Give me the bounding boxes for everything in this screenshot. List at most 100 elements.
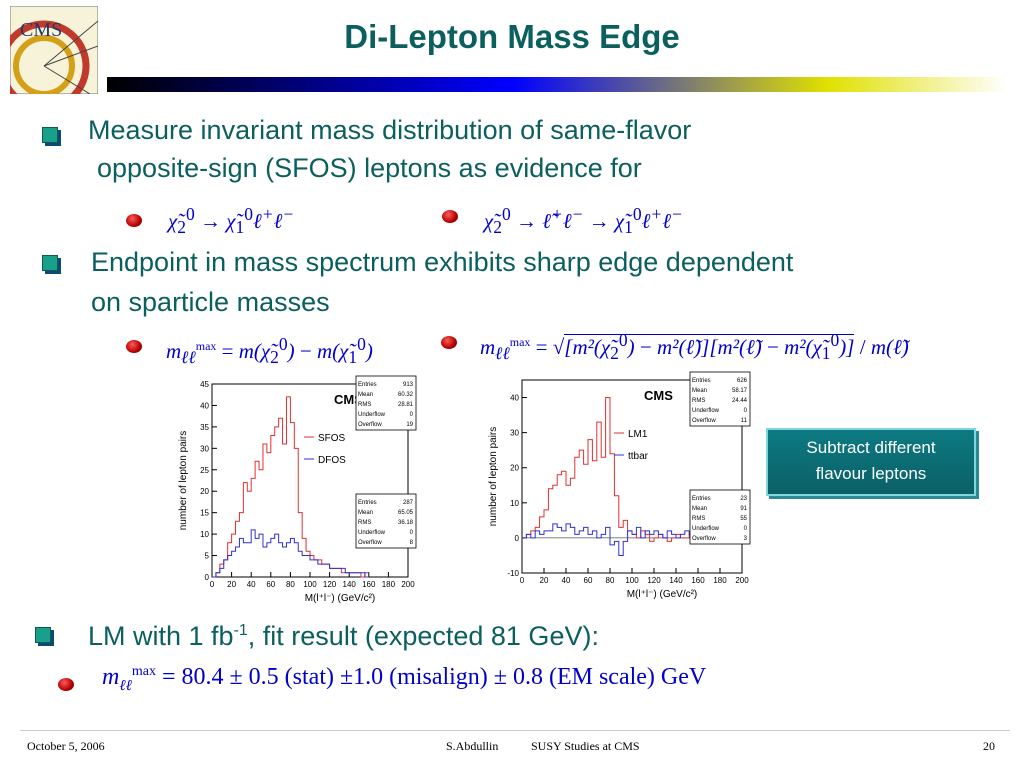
x-tick-label: 20 — [227, 580, 236, 589]
stats-box — [355, 493, 417, 549]
y-tick-label: 10 — [200, 530, 209, 539]
stats-key: Entries — [358, 382, 377, 388]
stats-value: 28.81 — [398, 402, 414, 408]
sub-bullet-icon — [126, 214, 142, 227]
stats-key: Mean — [358, 392, 373, 398]
equation-decay-slepton: χ̃20 → ℓ̃+ℓ− → χ̃10ℓ+ℓ− — [484, 204, 683, 238]
y-tick-label: -10 — [507, 569, 519, 578]
y-tick-label: 0 — [205, 573, 210, 582]
x-tick-label: 40 — [247, 580, 256, 589]
stats-value: 36.18 — [398, 520, 414, 526]
bullet-square-icon — [42, 127, 58, 143]
bullet-3-sup: -1 — [233, 622, 248, 639]
stats-value: 19 — [406, 422, 413, 428]
x-axis-label: M(l⁺l⁻) (GeV/c²) — [627, 589, 698, 600]
y-tick-label: 10 — [510, 499, 519, 508]
cms-label: CMS — [644, 388, 673, 403]
series-ttbar-line — [522, 523, 698, 556]
stats-value: 3 — [744, 536, 748, 542]
footer-author: S.Abdullin — [446, 739, 499, 753]
y-tick-label: 35 — [200, 423, 209, 432]
x-tick-label: 160 — [691, 576, 705, 585]
stats-value: 24.44 — [732, 398, 748, 404]
stats-value: 23 — [740, 496, 747, 502]
y-tick-label: 30 — [200, 444, 209, 453]
stats-key: Mean — [358, 510, 373, 516]
callout-line-2: flavour leptons — [815, 464, 927, 483]
stats-key: Overflow — [692, 418, 716, 424]
stats-value: 91 — [740, 506, 747, 512]
stats-value: 0 — [410, 530, 414, 536]
x-tick-label: 180 — [713, 576, 727, 585]
stats-box — [355, 375, 417, 431]
stats-value: 55 — [740, 516, 747, 522]
stats-key: Underflow — [692, 408, 720, 414]
sub-bullet-icon — [442, 210, 458, 223]
sub-bullet-icon — [126, 340, 142, 353]
y-tick-label: 5 — [205, 552, 210, 561]
y-tick-label: 40 — [200, 401, 209, 410]
x-tick-label: 120 — [323, 580, 337, 589]
result-value: = 80.4 ± 0.5 (stat) ±1.0 (misalign) ± 0.… — [161, 664, 707, 690]
x-tick-label: 0 — [520, 576, 525, 585]
x-axis-label: M(l⁺l⁻) (GeV/c²) — [305, 593, 376, 604]
x-tick-label: 60 — [266, 580, 275, 589]
x-tick-label: 20 — [540, 576, 549, 585]
legend-ttbar: ttbar — [628, 451, 649, 462]
stats-box — [689, 371, 751, 427]
stats-key: RMS — [692, 398, 705, 404]
equation-mass-difference: mℓℓmax = m(χ̃20) − m(χ̃10) — [166, 334, 373, 368]
slide-title: Di-Lepton Mass Edge — [344, 18, 680, 55]
series-dfos-line — [212, 529, 369, 578]
y-tick-label: 20 — [510, 464, 519, 473]
stats-key: Entries — [358, 500, 377, 506]
stats-key: Mean — [692, 506, 707, 512]
x-tick-label: 80 — [286, 580, 295, 589]
x-tick-label: 140 — [669, 576, 683, 585]
sub-bullet-icon — [441, 336, 457, 349]
stats-value: 0 — [410, 412, 414, 418]
x-tick-label: 200 — [735, 576, 749, 585]
stats-value: 65.05 — [398, 510, 414, 516]
stats-key: RMS — [692, 516, 705, 522]
callout-line-1: Subtract different — [806, 438, 936, 457]
subtract-callout: Subtract different flavour leptons — [766, 428, 976, 496]
bullet-3: LM with 1 fb-1, fit result (expected 81 … — [88, 613, 599, 654]
x-tick-label: 120 — [647, 576, 661, 585]
x-tick-label: 40 — [562, 576, 571, 585]
result-equation: mℓℓmax = 80.4 ± 0.5 (stat) ±1.0 (misalig… — [102, 664, 707, 694]
stats-value: 626 — [737, 378, 748, 384]
y-tick-label: 45 — [200, 380, 209, 389]
x-tick-label: 100 — [303, 580, 317, 589]
bullet-1-line-2: opposite-sign (SFOS) leptons as evidence… — [97, 153, 642, 183]
stats-value: 0 — [744, 408, 748, 414]
svg-text:CMS: CMS — [20, 19, 62, 41]
x-tick-label: 160 — [362, 580, 376, 589]
x-tick-label: 60 — [584, 576, 593, 585]
bullet-1-line-1: Measure invariant mass distribution of s… — [88, 115, 692, 145]
stats-key: RMS — [358, 402, 371, 408]
footer-topic: SUSY Studies at CMS — [531, 739, 640, 753]
y-axis-label: number of lepton pairs — [488, 427, 499, 527]
footer-divider — [20, 730, 1010, 731]
stats-value: 11 — [741, 418, 748, 424]
y-tick-label: 25 — [200, 466, 209, 475]
legend-lm1: LM1 — [628, 429, 648, 440]
stats-key: Overflow — [692, 536, 716, 542]
x-tick-label: 80 — [606, 576, 615, 585]
x-tick-label: 180 — [382, 580, 396, 589]
y-tick-label: 20 — [200, 487, 209, 496]
x-tick-label: 200 — [401, 580, 415, 589]
stats-key: RMS — [358, 520, 371, 526]
footer-date: October 5, 2006 — [27, 739, 105, 753]
stats-key: Underflow — [358, 412, 386, 418]
stats-key: Overflow — [358, 540, 382, 546]
sub-bullet-icon — [58, 678, 74, 691]
bullet-square-icon — [42, 255, 58, 271]
stats-value: 0 — [744, 526, 748, 532]
legend-sfos: SFOS — [318, 433, 346, 444]
footer-page-number: 20 — [983, 739, 995, 753]
stats-key: Underflow — [358, 530, 386, 536]
